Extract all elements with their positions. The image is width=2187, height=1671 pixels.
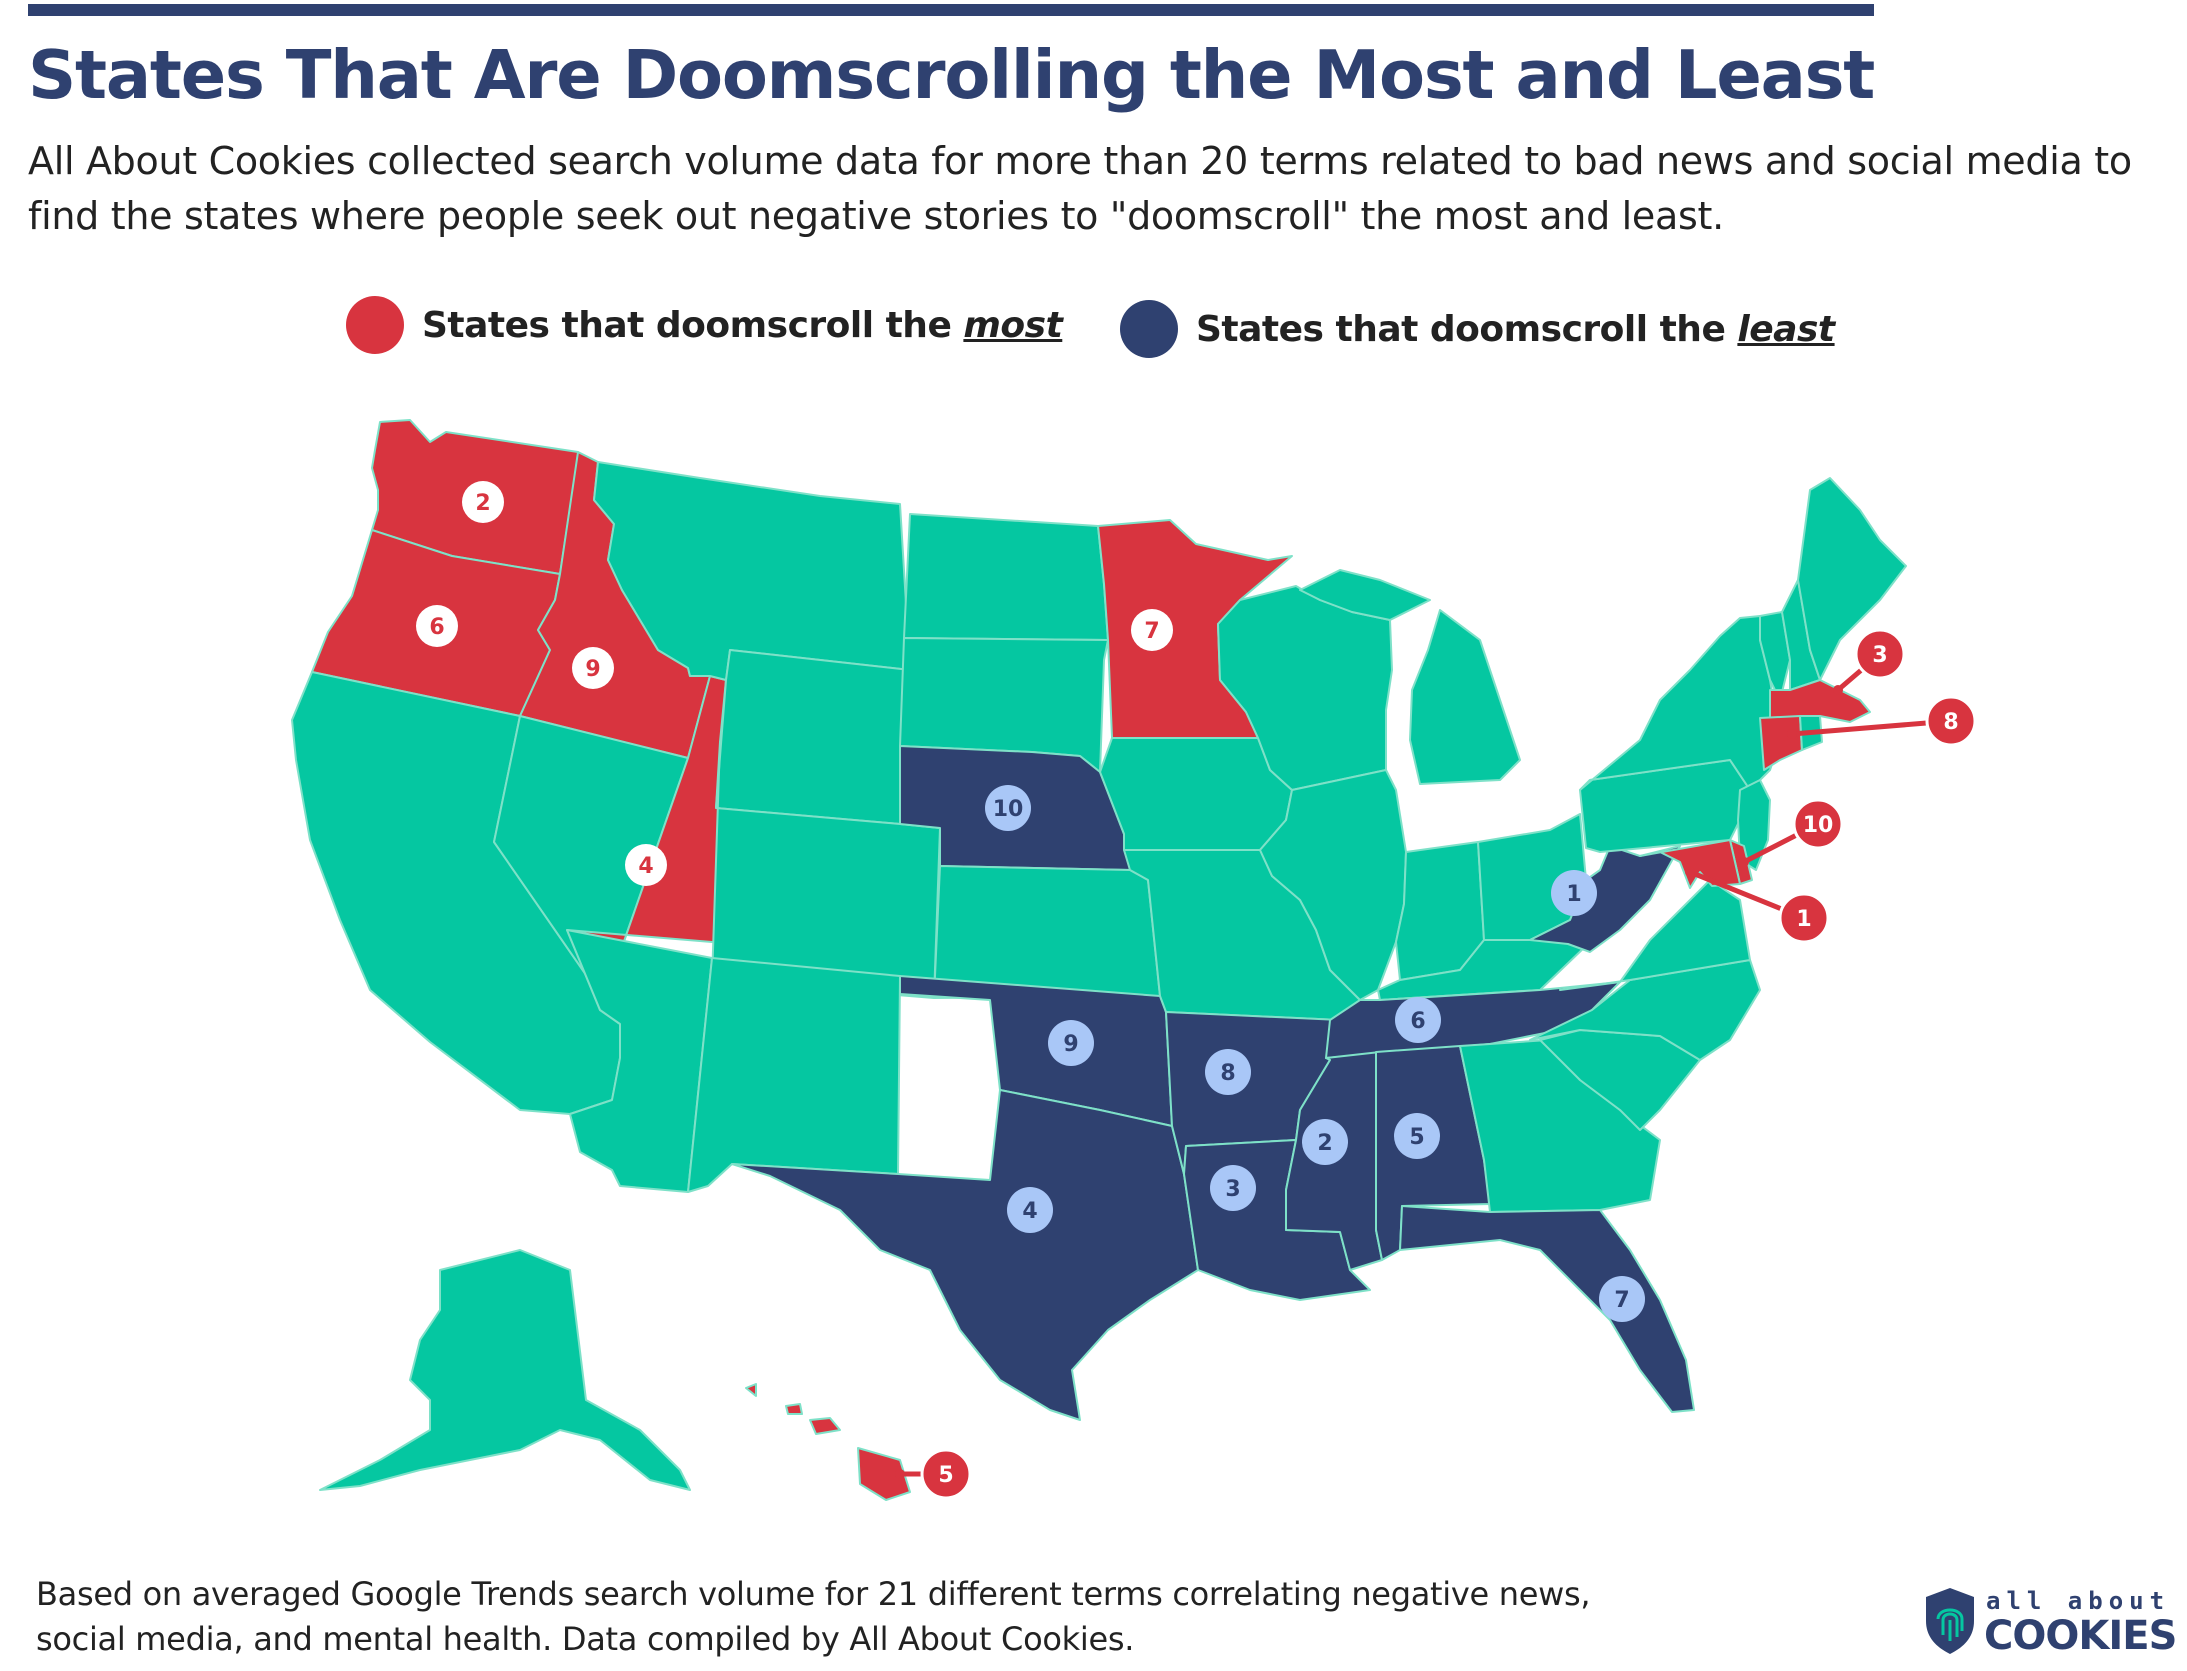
- rank-label-most-minnesota: 7: [1144, 619, 1159, 644]
- state-new-york: [1579, 615, 1781, 791]
- leader-anchor-connecticut: [1787, 729, 1797, 739]
- rank-badge-most-oregon: [416, 605, 458, 647]
- state-kansas: [933, 865, 1161, 999]
- rank-label-most-oregon: 6: [429, 615, 444, 640]
- state-florida: [1399, 1205, 1695, 1413]
- rank-badge-least-nebraska: [985, 785, 1031, 831]
- rank-label-most-idaho: 9: [585, 657, 600, 682]
- rank-label-least-west-virginia: 1: [1566, 882, 1581, 907]
- leader-anchor-massachusetts: [1833, 685, 1843, 695]
- rank-badge-least-alabama: [1394, 1113, 1440, 1159]
- state-north-carolina: [1529, 959, 1761, 1061]
- state-maine: [1797, 477, 1907, 681]
- logo-small-text: all about: [1986, 1587, 2171, 1615]
- legend-least-swatch: [1120, 300, 1178, 358]
- rank-label-most-hawaii: 5: [938, 1463, 953, 1488]
- rank-label-least-tennessee: 6: [1410, 1009, 1425, 1034]
- rank-label-most-washington: 2: [475, 491, 490, 516]
- rank-label-most-connecticut: 8: [1943, 710, 1958, 735]
- page-title: States That Are Doomscrolling the Most a…: [28, 36, 1875, 114]
- logo-big-text: COOKIES: [1984, 1613, 2177, 1659]
- rank-label-least-arkansas: 8: [1220, 1061, 1235, 1086]
- rank-badge-least-texas: [1007, 1187, 1053, 1233]
- state-north-dakota: [903, 513, 1109, 641]
- rank-label-most-maryland: 1: [1796, 907, 1811, 932]
- rank-label-least-oklahoma: 9: [1063, 1032, 1078, 1057]
- rank-label-most-massachusetts: 3: [1872, 643, 1887, 668]
- rank-label-least-texas: 4: [1022, 1199, 1037, 1224]
- state-iowa: [1099, 737, 1293, 851]
- legend-most-label: States that doomscroll the most: [422, 304, 1063, 346]
- leader-anchor-hawaii: [895, 1469, 905, 1479]
- all-about-cookies-logo: all about COOKIES: [1922, 1585, 2177, 1660]
- rank-badge-most-massachusetts: [1854, 628, 1906, 680]
- fingerprint-shield-icon: [1926, 1588, 1974, 1654]
- rank-badge-most-hawaii: [920, 1448, 972, 1500]
- rank-badge-most-washington: [462, 481, 504, 523]
- state-wyoming: [715, 649, 911, 825]
- legend-least-label: States that doomscroll the least: [1196, 308, 1835, 350]
- rank-label-least-louisiana: 3: [1225, 1177, 1240, 1202]
- state-connecticut: [1759, 715, 1803, 771]
- legend-least: States that doomscroll the least: [1120, 300, 1835, 358]
- rank-badge-most-connecticut: [1925, 695, 1977, 747]
- rank-badge-least-florida: [1599, 1276, 1645, 1322]
- legend-most: States that doomscroll the most: [346, 296, 1063, 354]
- rank-badge-most-idaho: [572, 647, 614, 689]
- state-new-mexico: [687, 957, 901, 1193]
- state-hawaii: [745, 1383, 911, 1501]
- rank-badge-most-delaware: [1792, 798, 1844, 850]
- top-accent-bar: [28, 4, 1874, 16]
- rank-label-most-delaware: 10: [1803, 813, 1834, 838]
- leader-anchor-maryland: [1685, 867, 1695, 877]
- rank-label-least-florida: 7: [1614, 1288, 1629, 1313]
- rank-label-least-alabama: 5: [1409, 1125, 1424, 1150]
- rank-badge-most-maryland: [1778, 892, 1830, 944]
- state-maryland: [1639, 839, 1741, 889]
- rank-label-least-mississippi: 2: [1317, 1131, 1332, 1156]
- state-texas: [731, 1089, 1199, 1421]
- rank-badge-least-west-virginia: [1551, 870, 1597, 916]
- leader-anchor-delaware: [1739, 857, 1749, 867]
- rank-badge-least-mississippi: [1302, 1119, 1348, 1165]
- rank-badge-least-louisiana: [1210, 1165, 1256, 1211]
- state-montana: [593, 461, 911, 681]
- rank-badge-most-minnesota: [1131, 609, 1173, 651]
- footnote: Based on averaged Google Trends search v…: [36, 1575, 1591, 1658]
- rank-label-least-nebraska: 10: [993, 797, 1024, 822]
- legend-most-swatch: [346, 296, 404, 354]
- rank-label-most-utah: 4: [638, 854, 653, 879]
- state-michigan: [1299, 569, 1521, 785]
- state-alaska: [319, 1249, 691, 1491]
- rank-badge-most-utah: [625, 844, 667, 886]
- subtitle: All About Cookies collected search volum…: [28, 139, 2132, 238]
- leader-line-connecticut: [1791, 718, 1952, 737]
- rank-badge-least-arkansas: [1205, 1049, 1251, 1095]
- rank-badge-least-oklahoma: [1048, 1020, 1094, 1066]
- rank-badge-least-tennessee: [1395, 997, 1441, 1043]
